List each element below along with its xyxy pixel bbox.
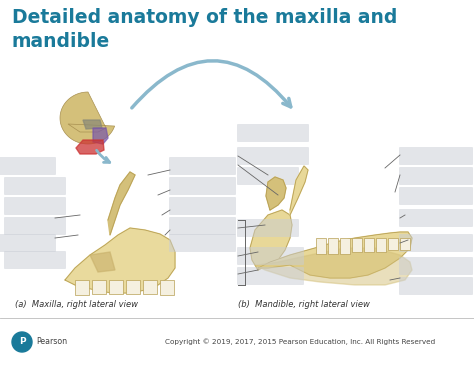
- FancyBboxPatch shape: [169, 217, 236, 235]
- FancyBboxPatch shape: [399, 147, 473, 165]
- FancyBboxPatch shape: [399, 277, 473, 295]
- Polygon shape: [376, 238, 386, 252]
- Polygon shape: [60, 92, 115, 144]
- Polygon shape: [143, 280, 157, 294]
- FancyBboxPatch shape: [169, 177, 236, 195]
- Text: (a)  Maxilla, right lateral view: (a) Maxilla, right lateral view: [15, 300, 138, 309]
- Polygon shape: [109, 280, 123, 294]
- FancyBboxPatch shape: [4, 197, 66, 215]
- Polygon shape: [364, 238, 374, 252]
- Polygon shape: [65, 228, 175, 293]
- Polygon shape: [250, 210, 292, 270]
- Text: Pearson: Pearson: [36, 337, 67, 347]
- Text: (b)  Mandible, right lateral view: (b) Mandible, right lateral view: [238, 300, 370, 309]
- FancyBboxPatch shape: [399, 234, 473, 252]
- Polygon shape: [290, 166, 308, 215]
- FancyBboxPatch shape: [4, 177, 66, 195]
- FancyBboxPatch shape: [237, 219, 299, 237]
- FancyBboxPatch shape: [399, 167, 473, 185]
- Polygon shape: [108, 172, 135, 235]
- FancyArrowPatch shape: [132, 61, 291, 108]
- FancyBboxPatch shape: [169, 234, 236, 252]
- Polygon shape: [258, 232, 412, 278]
- Polygon shape: [266, 177, 286, 210]
- Polygon shape: [160, 280, 174, 295]
- Polygon shape: [340, 238, 350, 254]
- FancyBboxPatch shape: [237, 247, 304, 265]
- Polygon shape: [255, 248, 412, 285]
- FancyBboxPatch shape: [4, 217, 66, 235]
- Text: Detailed anatomy of the maxilla and: Detailed anatomy of the maxilla and: [12, 8, 397, 27]
- FancyBboxPatch shape: [399, 209, 473, 227]
- FancyBboxPatch shape: [237, 167, 299, 185]
- Polygon shape: [92, 280, 106, 294]
- FancyBboxPatch shape: [237, 147, 309, 165]
- Polygon shape: [83, 120, 102, 129]
- FancyBboxPatch shape: [0, 234, 56, 252]
- FancyBboxPatch shape: [169, 157, 236, 175]
- FancyBboxPatch shape: [169, 197, 236, 215]
- Polygon shape: [388, 238, 398, 250]
- Polygon shape: [126, 280, 140, 294]
- Polygon shape: [400, 238, 410, 250]
- Text: Copyright © 2019, 2017, 2015 Pearson Education, Inc. All Rights Reserved: Copyright © 2019, 2017, 2015 Pearson Edu…: [165, 339, 435, 346]
- Polygon shape: [76, 140, 104, 154]
- Polygon shape: [316, 238, 326, 254]
- Text: P: P: [18, 337, 25, 347]
- FancyArrowPatch shape: [97, 150, 109, 163]
- Polygon shape: [93, 128, 108, 144]
- Circle shape: [12, 332, 32, 352]
- Polygon shape: [90, 252, 115, 272]
- Polygon shape: [75, 280, 89, 295]
- FancyBboxPatch shape: [237, 124, 309, 142]
- Polygon shape: [352, 238, 362, 252]
- FancyBboxPatch shape: [237, 267, 304, 285]
- Text: mandible: mandible: [12, 32, 110, 51]
- FancyBboxPatch shape: [399, 187, 473, 205]
- FancyBboxPatch shape: [4, 251, 66, 269]
- FancyBboxPatch shape: [0, 157, 56, 175]
- FancyBboxPatch shape: [399, 257, 473, 275]
- Polygon shape: [328, 238, 338, 254]
